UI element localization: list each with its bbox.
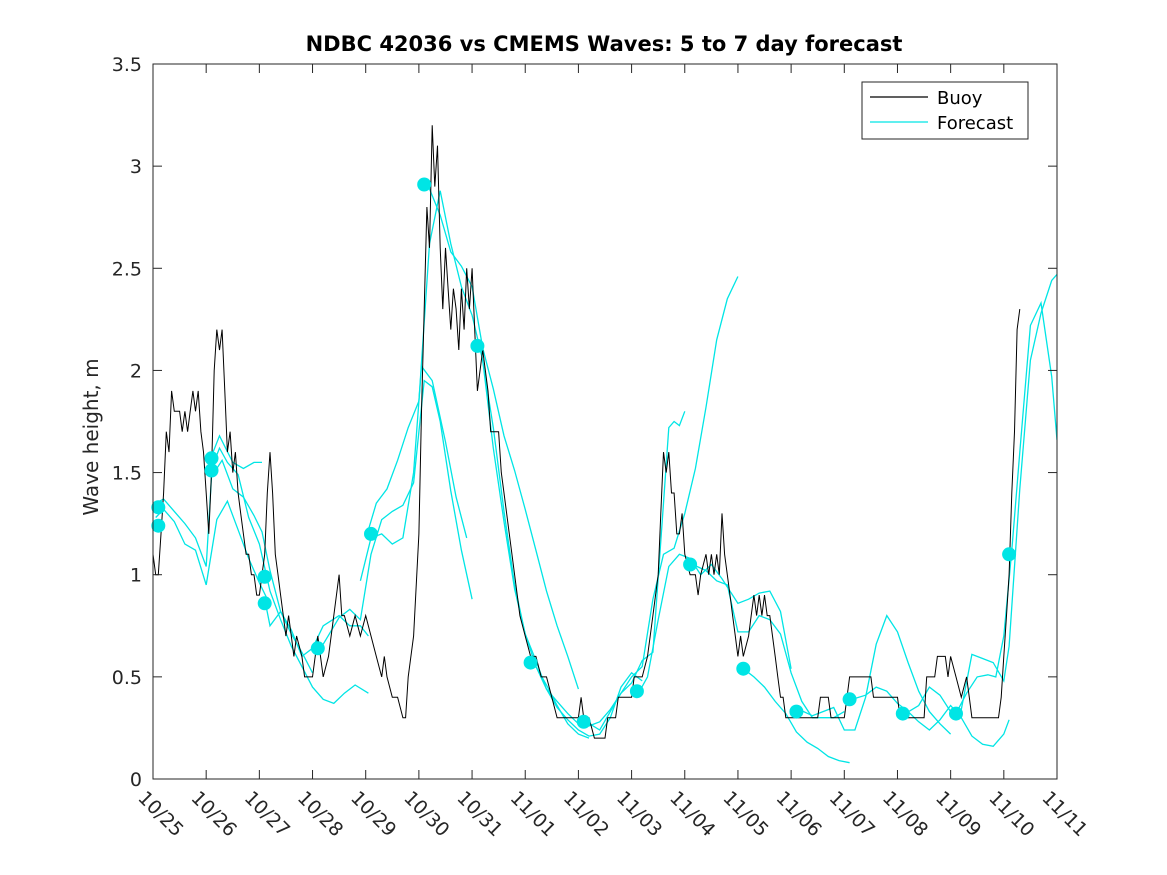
forecast-marker-6: [310, 641, 325, 656]
forecast-line-7: [359, 364, 468, 581]
forecast-line-17: [905, 273, 1057, 715]
y-tick-label: 0: [130, 769, 142, 791]
marker-layer: [151, 177, 1017, 729]
forecast-line-0: [155, 499, 268, 600]
forecast-line-15: [798, 614, 952, 735]
forecast-marker-10: [523, 655, 538, 670]
forecast-marker-7: [364, 526, 378, 541]
legend-buoy-label: Buoy: [937, 88, 983, 109]
forecast-line-3: [210, 434, 262, 470]
forecast-marker-15: [789, 704, 804, 719]
buoy-line: [153, 125, 1021, 739]
forecast-marker-3: [204, 463, 219, 478]
y-tick-label: 0.5: [112, 667, 142, 689]
y-tick-label: 2.5: [112, 258, 142, 280]
forecast-marker-16: [842, 692, 857, 707]
forecast-marker-1: [151, 518, 166, 533]
y-tick-label: 2: [130, 360, 142, 382]
forecast-marker-9: [470, 338, 485, 353]
legend-box: [861, 81, 1029, 140]
forecast-marker-4: [257, 569, 272, 584]
forecast-marker-17: [895, 706, 910, 721]
forecast-marker-13: [683, 557, 698, 572]
series-layer: [153, 125, 1057, 764]
forecast-line-16: [852, 686, 1010, 748]
plot-frame: [152, 63, 1058, 780]
forecast-marker-0: [151, 500, 166, 515]
y-axis-label: Wave height, m: [79, 358, 103, 515]
legend: Buoy Forecast: [861, 81, 1029, 140]
forecast-marker-5: [257, 596, 272, 611]
forecast-marker-11: [576, 714, 591, 729]
forecast-marker-18: [949, 706, 963, 721]
forecast-marker-19: [1002, 547, 1017, 562]
forecast-marker-8: [417, 177, 432, 192]
forecast-line-8: [426, 182, 580, 690]
chart-title: NDBC 42036 vs CMEMS Waves: 5 to 7 day fo…: [306, 32, 903, 56]
forecast-marker-14: [736, 661, 751, 676]
forecast-line-14: [742, 668, 850, 764]
forecast-marker-2: [204, 451, 219, 466]
forecast-line-13: [692, 563, 845, 719]
y-tick-label: 3: [130, 156, 142, 178]
plot-area: [153, 64, 1057, 779]
y-tick-label: 1.5: [112, 463, 142, 485]
forecast-line-11: [586, 276, 739, 731]
y-tick-label: 3.5: [112, 54, 142, 76]
forecast-marker-12: [629, 684, 644, 699]
legend-forecast-label: Forecast: [937, 113, 1013, 134]
y-tick-label: 1: [130, 565, 142, 587]
forecast-line-5: [322, 379, 473, 645]
forecast-line-12: [639, 553, 792, 692]
